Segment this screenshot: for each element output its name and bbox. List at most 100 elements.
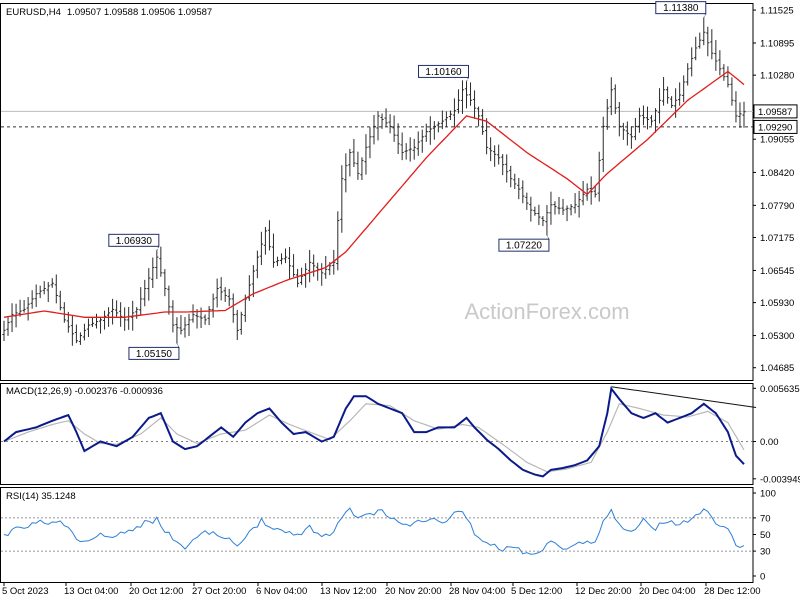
price-bar bbox=[718, 50, 722, 76]
price-bar bbox=[155, 250, 159, 280]
price-bar bbox=[416, 131, 420, 156]
price-bar bbox=[436, 121, 440, 133]
price-bar bbox=[444, 111, 448, 127]
price-bar bbox=[404, 143, 408, 160]
x-tick-label: 20 Dec 04:00 bbox=[639, 586, 696, 597]
price-bar bbox=[597, 151, 601, 202]
x-tick-label: 13 Nov 12:00 bbox=[320, 586, 377, 597]
price-bar bbox=[698, 32, 702, 49]
x-tick-label: 5 Dec 12:00 bbox=[511, 586, 562, 597]
price-bar bbox=[460, 80, 465, 114]
price-bar bbox=[50, 278, 54, 288]
x-tick-label: 13 Oct 04:00 bbox=[64, 586, 118, 597]
price-bar bbox=[617, 102, 621, 137]
price-bar bbox=[267, 220, 272, 251]
price-bar bbox=[694, 36, 698, 61]
price-bar bbox=[344, 153, 348, 193]
price-bar bbox=[661, 77, 666, 106]
price-bar bbox=[46, 281, 50, 303]
rsi-panel bbox=[1, 507, 753, 555]
price-bar bbox=[62, 302, 66, 323]
price-bar bbox=[657, 88, 662, 124]
price-bar bbox=[368, 127, 372, 159]
pivot-label: 1.06930 bbox=[108, 233, 160, 251]
price-bar bbox=[428, 116, 432, 145]
price-bar bbox=[649, 115, 654, 126]
price-bar bbox=[609, 77, 613, 116]
macd-main-line bbox=[3, 386, 745, 478]
price-tick-label: 1.05300 bbox=[760, 331, 794, 342]
price-bar bbox=[710, 29, 714, 60]
x-tick-label: 6 Nov 04:00 bbox=[256, 586, 307, 597]
price-bar bbox=[207, 305, 211, 326]
pivot-value: 1.05150 bbox=[136, 349, 173, 360]
price-bar bbox=[42, 281, 46, 295]
price-bar bbox=[722, 64, 726, 81]
price-bar bbox=[706, 26, 710, 57]
pivot-value: 1.06930 bbox=[116, 236, 153, 247]
price-bar bbox=[424, 123, 428, 142]
price-bar bbox=[464, 81, 469, 109]
price-bar bbox=[90, 317, 95, 327]
price-bar bbox=[396, 123, 400, 155]
pivot-label: 1.11380 bbox=[655, 1, 707, 18]
price-bar bbox=[187, 313, 191, 336]
price-bar bbox=[175, 317, 179, 344]
pivot-connector bbox=[703, 13, 707, 18]
macd-tick-label: -0.003949 bbox=[760, 474, 800, 485]
price-bar bbox=[223, 287, 227, 302]
price-bar bbox=[509, 165, 513, 188]
pivot-connector bbox=[156, 246, 160, 251]
price-bar bbox=[239, 311, 243, 335]
price-bar bbox=[738, 102, 742, 128]
price-bar bbox=[517, 177, 521, 200]
pivot-connector bbox=[176, 343, 180, 348]
price-bar bbox=[283, 248, 288, 264]
price-bar bbox=[98, 317, 103, 334]
price-tick-label: 1.08420 bbox=[760, 168, 794, 179]
price-bar bbox=[637, 107, 642, 133]
price-bar bbox=[601, 116, 605, 173]
price-bar bbox=[392, 115, 396, 142]
x-tick-label: 20 Oct 12:00 bbox=[129, 586, 183, 597]
price-bar bbox=[480, 109, 485, 135]
watermark: ActionForex.com bbox=[464, 299, 629, 324]
price-bar bbox=[456, 89, 461, 114]
pivot-connector bbox=[466, 77, 469, 82]
price-bar bbox=[356, 151, 360, 180]
price-bar bbox=[340, 165, 344, 233]
moving-average-line bbox=[3, 70, 745, 318]
price-bar bbox=[291, 254, 296, 277]
price-bar bbox=[678, 82, 682, 106]
price-frame bbox=[0, 3, 754, 381]
x-tick-label: 12 Dec 20:00 bbox=[575, 586, 632, 597]
pivot-box bbox=[128, 346, 180, 360]
price-bar bbox=[665, 86, 670, 104]
price-bar bbox=[537, 204, 541, 226]
price-bar bbox=[497, 144, 501, 165]
price-tick-label: 1.06545 bbox=[760, 266, 794, 277]
price-bar bbox=[569, 204, 573, 216]
price-bar bbox=[22, 300, 26, 313]
price-tick-label: 1.07175 bbox=[760, 233, 794, 244]
price-bar bbox=[26, 297, 30, 321]
price-bar bbox=[573, 193, 577, 214]
pivot-value: 1.11380 bbox=[663, 3, 699, 14]
price-tick-label: 1.05930 bbox=[760, 298, 794, 309]
price-bar bbox=[593, 185, 597, 198]
price-bar bbox=[581, 180, 585, 206]
price-bar bbox=[147, 268, 151, 301]
price-bar bbox=[529, 196, 533, 222]
price-bar bbox=[541, 215, 545, 227]
price-bar bbox=[376, 111, 380, 141]
price-bar bbox=[557, 197, 561, 215]
axis-value-box bbox=[753, 104, 798, 119]
pivot-box bbox=[108, 233, 160, 247]
pivot-label: 1.07220 bbox=[498, 234, 550, 252]
pivot-value: 1.07220 bbox=[506, 241, 543, 252]
price-bar bbox=[561, 198, 565, 216]
rsi-line bbox=[3, 507, 745, 555]
price-bar bbox=[605, 98, 609, 130]
price-bar bbox=[452, 98, 457, 128]
